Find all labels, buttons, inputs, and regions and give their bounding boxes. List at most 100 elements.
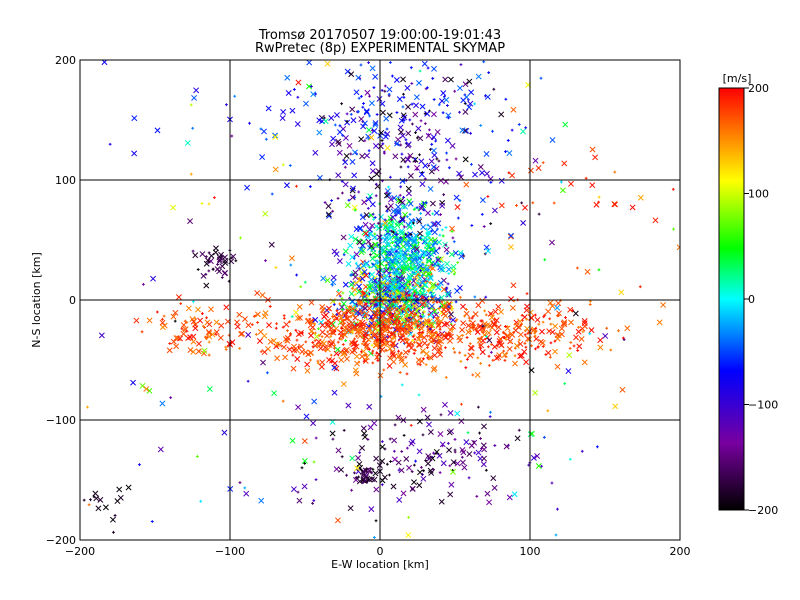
data-point-plus: [368, 327, 371, 331]
data-point-plus: [376, 359, 380, 363]
data-point-x: [384, 277, 391, 284]
data-point-x: [573, 334, 579, 341]
data-point-x: [400, 490, 407, 497]
data-point-x: [359, 214, 366, 221]
data-point-plus: [329, 353, 333, 357]
data-point-x: [389, 351, 396, 358]
data-point-plus: [480, 447, 483, 451]
data-point-x: [484, 490, 491, 497]
data-point-x: [331, 248, 338, 255]
data-point-x: [335, 447, 342, 454]
data-point-plus: [407, 296, 411, 300]
data-point-x: [282, 354, 289, 361]
data-point-x: [272, 132, 278, 139]
data-point-plus: [191, 249, 195, 253]
data-point-plus: [296, 95, 300, 99]
data-point-x: [652, 217, 659, 224]
data-point-plus: [350, 488, 353, 492]
data-point-x: [97, 496, 104, 503]
data-point-x: [446, 301, 452, 307]
data-point-x: [468, 324, 474, 331]
data-point-plus: [432, 247, 436, 251]
data-point-plus: [554, 533, 558, 537]
data-point-x: [439, 302, 446, 309]
data-point-plus: [427, 164, 431, 168]
data-point-x: [150, 275, 157, 282]
data-point-x: [435, 339, 442, 346]
data-point-plus: [230, 134, 234, 138]
data-point-x: [350, 117, 357, 124]
data-point-x: [411, 479, 417, 486]
data-point-x: [411, 288, 418, 295]
data-point-x: [427, 274, 434, 281]
data-point-plus: [622, 338, 626, 342]
data-point-x: [352, 236, 359, 243]
data-point-plus: [412, 340, 416, 344]
data-point-plus: [225, 103, 228, 107]
data-point-x: [170, 204, 177, 211]
data-point-x: [376, 269, 382, 276]
data-point-plus: [422, 201, 425, 205]
data-point-plus: [424, 363, 428, 367]
data-point-x: [472, 325, 479, 332]
data-point-plus: [402, 95, 406, 99]
data-point-plus: [479, 124, 483, 127]
data-point-plus: [380, 139, 384, 142]
data-point-x: [289, 107, 296, 114]
data-point-x: [245, 331, 252, 338]
data-point-x: [362, 305, 369, 312]
data-point-plus: [341, 191, 344, 195]
data-point-plus: [199, 499, 203, 503]
data-point-plus: [256, 321, 259, 324]
data-point-x: [345, 260, 352, 267]
data-point-plus: [364, 315, 368, 318]
data-point-plus: [286, 329, 289, 333]
data-point-plus: [303, 280, 307, 284]
data-point-plus: [588, 303, 592, 306]
data-point-plus: [463, 353, 467, 357]
data-point-x: [532, 157, 539, 164]
data-point-x: [322, 312, 329, 319]
data-point-x: [465, 329, 472, 336]
data-point-x: [376, 301, 383, 308]
data-point-plus: [213, 196, 216, 200]
data-point-plus: [509, 340, 513, 344]
data-point-plus: [282, 314, 286, 318]
data-point-plus: [337, 288, 340, 292]
data-point-plus: [410, 102, 414, 106]
data-point-plus: [396, 245, 400, 249]
data-point-plus: [357, 267, 361, 271]
data-point-plus: [418, 236, 422, 240]
data-point-x: [362, 434, 368, 440]
data-point-x: [93, 495, 100, 502]
data-point-x: [348, 233, 355, 240]
data-point-plus: [412, 221, 415, 225]
data-point-x: [357, 322, 364, 329]
data-point-x: [418, 285, 425, 292]
data-point-x: [355, 328, 362, 335]
data-point-plus: [467, 476, 471, 480]
data-point-x: [546, 328, 553, 335]
data-point-x: [243, 490, 250, 497]
data-point-x: [350, 341, 357, 348]
data-point-plus: [389, 175, 392, 179]
data-point-plus: [482, 60, 486, 64]
data-point-x: [509, 172, 516, 179]
data-point-plus: [374, 194, 378, 198]
data-point-plus: [299, 285, 303, 289]
data-point-x: [450, 317, 456, 323]
data-point-plus: [605, 326, 609, 330]
data-point-plus: [418, 327, 421, 331]
data-point-plus: [309, 358, 312, 362]
data-point-plus: [353, 337, 357, 341]
data-point-x: [359, 153, 366, 160]
data-point-plus: [398, 273, 402, 277]
data-point-x: [311, 398, 318, 405]
data-point-x: [290, 486, 297, 493]
data-point-plus: [426, 259, 429, 263]
data-point-x: [511, 491, 518, 498]
data-point-plus: [380, 483, 384, 487]
data-point-plus: [387, 243, 391, 246]
data-point-x: [267, 338, 274, 345]
data-point-x: [228, 258, 235, 265]
